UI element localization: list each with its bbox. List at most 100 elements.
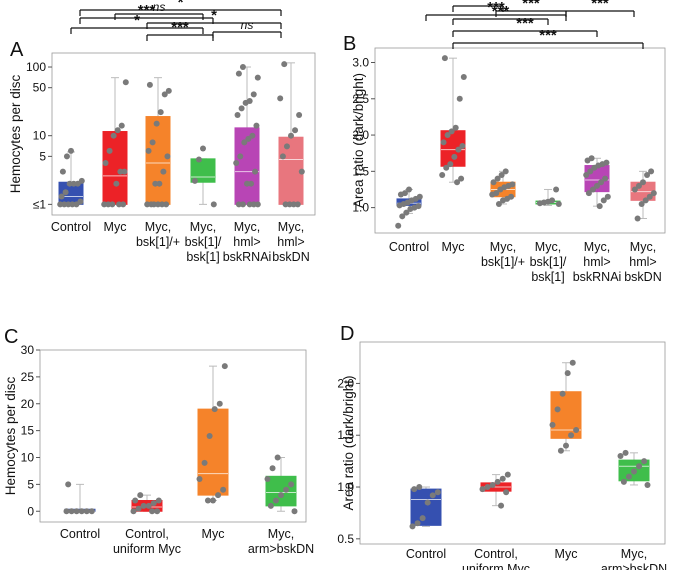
- data-point: [140, 502, 147, 509]
- category-label: Control: [406, 547, 446, 561]
- data-point: [419, 515, 426, 522]
- data-point: [288, 132, 294, 139]
- data-point: [283, 486, 290, 493]
- data-point: [102, 160, 109, 167]
- data-point: [642, 197, 649, 204]
- data-point: [603, 159, 610, 166]
- data-point: [585, 190, 592, 197]
- data-point: [494, 478, 501, 485]
- data-point: [587, 168, 594, 175]
- data-point: [120, 201, 127, 208]
- data-point: [281, 61, 288, 68]
- significance-label: *: [211, 7, 217, 24]
- data-point: [253, 122, 260, 129]
- data-point: [554, 406, 561, 413]
- data-point: [296, 112, 303, 119]
- category-label: Control: [60, 527, 100, 541]
- data-point: [215, 492, 222, 499]
- y-tick-label: 2.5: [352, 92, 369, 106]
- data-point: [149, 508, 156, 515]
- data-point: [153, 120, 160, 127]
- data-point: [122, 79, 129, 86]
- y-tick-label: 0.5: [337, 532, 354, 546]
- data-point: [106, 147, 113, 154]
- plot-frame: [359, 341, 666, 545]
- significance-label: *: [178, 0, 184, 11]
- category-label: arm>bskDN: [248, 542, 314, 556]
- data-point: [620, 478, 627, 485]
- data-point: [503, 489, 510, 496]
- data-point: [416, 484, 423, 491]
- data-point: [114, 127, 121, 134]
- data-point: [598, 179, 605, 186]
- y-tick-label: ≤1: [33, 197, 47, 211]
- data-point: [78, 508, 85, 515]
- data-point: [493, 190, 500, 197]
- significance-label: ****: [466, 0, 490, 7]
- plot-frame: [374, 47, 666, 234]
- y-tick-label: 1.5: [337, 428, 354, 442]
- data-point: [77, 198, 84, 205]
- category-label: Myc,: [278, 220, 304, 234]
- data-point: [588, 155, 595, 162]
- data-point: [78, 177, 85, 184]
- data-point: [278, 492, 284, 499]
- data-point: [110, 132, 117, 139]
- significance-label: ns: [241, 18, 254, 32]
- category-label: Myc: [442, 240, 465, 254]
- data-point: [135, 505, 142, 512]
- data-point: [583, 171, 590, 178]
- data-point: [479, 486, 486, 493]
- significance-label: ***: [138, 2, 156, 19]
- data-point: [458, 175, 465, 182]
- data-point: [452, 124, 459, 131]
- data-point: [239, 64, 246, 71]
- data-point: [241, 139, 248, 146]
- data-point: [406, 186, 412, 193]
- data-point: [161, 91, 168, 98]
- data-point: [441, 55, 448, 62]
- data-point: [553, 186, 560, 193]
- data-point: [429, 492, 436, 499]
- data-point: [63, 508, 70, 515]
- data-point: [165, 87, 172, 94]
- data-point: [589, 186, 596, 193]
- data-point: [210, 497, 216, 504]
- y-tick-label: 20: [21, 397, 35, 411]
- data-point: [269, 465, 276, 472]
- data-point: [145, 502, 152, 509]
- data-point: [563, 442, 569, 449]
- data-point: [249, 132, 256, 139]
- significance-label: *: [134, 12, 140, 29]
- data-point: [211, 406, 218, 413]
- panel-B: 1.0 1.5 2.0 2.5 3.0B Area ratio (dark/bright)…: [343, 0, 666, 284]
- y-axis-label: Hemocytes per disc: [3, 376, 18, 495]
- data-point: [267, 502, 274, 509]
- significance-label: ***: [539, 27, 557, 44]
- data-point: [634, 215, 641, 222]
- data-point: [150, 500, 157, 507]
- category-label: Myc,: [535, 240, 561, 254]
- data-point: [254, 201, 261, 208]
- category-label: Myc,: [268, 527, 294, 541]
- data-point: [490, 179, 497, 186]
- category-label: bskDN: [624, 270, 662, 284]
- data-point: [644, 171, 651, 178]
- data-point: [237, 153, 244, 160]
- data-point: [434, 489, 441, 496]
- data-point: [59, 168, 66, 175]
- data-point: [277, 95, 284, 102]
- category-label: bsk[1]/: [530, 255, 567, 269]
- data-point: [200, 145, 206, 152]
- data-point: [146, 81, 153, 88]
- data-point: [399, 213, 406, 220]
- category-label: bsk[1]: [186, 250, 219, 264]
- data-point: [509, 181, 516, 188]
- data-point: [274, 454, 281, 461]
- data-point: [245, 135, 252, 142]
- data-point: [409, 523, 416, 530]
- data-point: [564, 370, 571, 377]
- y-tick-label: 2.0: [352, 128, 369, 142]
- category-label: Myc,: [234, 220, 260, 234]
